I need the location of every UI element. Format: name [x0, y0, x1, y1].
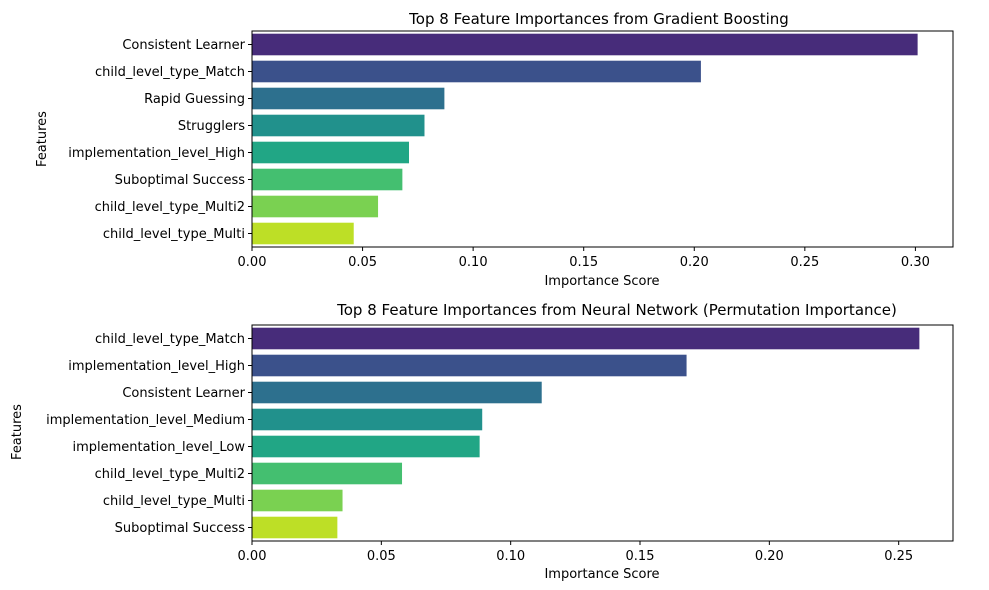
y-tick-label: child_level_type_Multi2 [95, 200, 245, 215]
chart-title: Top 8 Feature Importances from Neural Ne… [336, 301, 897, 319]
y-tick-label: Suboptimal Success [115, 173, 246, 188]
y-tick-labels: Consistent Learner child_level_type_Match… [68, 38, 252, 242]
bar-group [252, 33, 918, 245]
bar [252, 141, 410, 164]
x-axis-label: Importance Score [544, 567, 659, 582]
x-tick-label: 0.20 [680, 255, 709, 270]
bar [252, 516, 338, 539]
x-tick-label: 0.00 [238, 549, 267, 564]
plot-frame [251, 324, 954, 542]
bar [252, 87, 445, 110]
y-axis-label: Features [35, 111, 50, 167]
x-tick-label: 0.10 [459, 255, 488, 270]
bar [252, 60, 701, 83]
y-tick-label: Rapid Guessing [144, 92, 245, 107]
x-tick-label: 0.15 [626, 549, 655, 564]
bar [252, 489, 343, 512]
x-tick-label: 0.05 [367, 549, 396, 564]
x-ticks: 0.00 0.05 0.10 0.15 0.20 0.25 0.30 [238, 247, 930, 270]
y-axis-label: Features [10, 404, 25, 460]
x-tick-label: 0.05 [348, 255, 377, 270]
y-tick-label: Strugglers [178, 119, 245, 134]
bar [252, 354, 687, 377]
y-tick-labels: child_level_type_Match implementation_lev… [46, 332, 252, 536]
x-tick-label: 0.30 [901, 255, 930, 270]
y-tick-label: child_level_type_Multi2 [95, 467, 245, 482]
y-tick-label: implementation_level_Medium [46, 413, 245, 428]
x-axis-label: Importance Score [544, 274, 659, 289]
x-tick-label: 0.25 [884, 549, 913, 564]
plot-frame [251, 30, 954, 248]
bar [252, 408, 483, 431]
y-tick-label: child_level_type_Multi [103, 227, 245, 242]
x-tick-label: 0.20 [755, 549, 784, 564]
y-tick-label: implementation_level_Low [72, 440, 245, 455]
x-tick-label: 0.25 [790, 255, 819, 270]
x-tick-label: 0.10 [496, 549, 525, 564]
bar [252, 381, 542, 404]
bar [252, 114, 425, 137]
y-tick-label: Consistent Learner [122, 386, 245, 401]
y-tick-label: child_level_type_Multi [103, 494, 245, 509]
x-tick-label: 0.15 [569, 255, 598, 270]
bar [252, 435, 480, 458]
y-tick-label: child_level_type_Match [95, 332, 245, 347]
bar [252, 327, 920, 350]
y-tick-label: Consistent Learner [122, 38, 245, 53]
y-tick-label: implementation_level_High [68, 359, 245, 374]
gradient-boosting-chart: Top 8 Feature Importances from Gradient … [35, 10, 954, 289]
y-tick-label: Suboptimal Success [115, 521, 246, 536]
bar [252, 462, 403, 485]
bar [252, 195, 379, 218]
bar [252, 33, 918, 56]
bar [252, 222, 354, 245]
x-ticks: 0.00 0.05 0.10 0.15 0.20 0.25 [238, 541, 913, 564]
bar-group [252, 327, 920, 539]
chart-title: Top 8 Feature Importances from Gradient … [408, 10, 789, 28]
bar [252, 168, 403, 191]
y-tick-label: implementation_level_High [68, 146, 245, 161]
neural-network-chart: Top 8 Feature Importances from Neural Ne… [10, 301, 954, 582]
y-tick-label: child_level_type_Match [95, 65, 245, 80]
x-tick-label: 0.00 [238, 255, 267, 270]
